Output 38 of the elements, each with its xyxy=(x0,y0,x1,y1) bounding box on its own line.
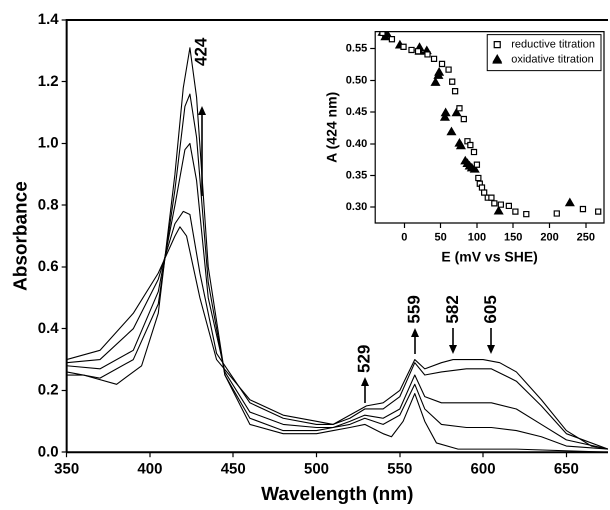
y-tick-label: 0.40 xyxy=(346,138,368,150)
y-tick-label: 1.0 xyxy=(38,134,59,152)
y-tick-label: 0.8 xyxy=(38,196,59,214)
annotation: 559 xyxy=(404,295,424,324)
legend-label: oxidative titration xyxy=(511,54,594,66)
y-axis-title: A (424 nm) xyxy=(323,92,340,163)
y-tick-label: 0.55 xyxy=(346,42,368,55)
x-tick-label: 400 xyxy=(137,460,162,478)
y-tick-label: 1.2 xyxy=(38,72,59,90)
x-axis-title: E (mV vs SHE) xyxy=(441,248,538,264)
x-tick-label: 0 xyxy=(401,232,408,244)
x-tick-label: 550 xyxy=(387,460,412,478)
y-tick-label: 0.30 xyxy=(346,201,368,214)
x-tick-label: 150 xyxy=(504,232,522,244)
x-tick-label: 350 xyxy=(54,460,80,478)
annotation: 529 xyxy=(354,344,374,373)
x-tick-label: 650 xyxy=(554,460,579,478)
x-tick-label: 50 xyxy=(434,232,447,244)
x-tick-label: 450 xyxy=(220,460,246,478)
y-tick-label: 0.4 xyxy=(38,320,60,337)
annotation: 582 xyxy=(442,295,462,324)
x-tick-label: 100 xyxy=(468,232,486,244)
y-tick-label: 0.6 xyxy=(38,258,59,276)
annotation: 424 xyxy=(192,37,211,66)
y-tick-label: 0.35 xyxy=(346,170,368,182)
x-axis-title: Wavelength (nm) xyxy=(261,484,414,505)
legend-label: reductive titration xyxy=(511,38,596,51)
x-tick-label: 500 xyxy=(304,460,330,478)
annotation: 605 xyxy=(481,295,500,324)
y-axis-title: Absorbance xyxy=(10,181,32,292)
y-tick-label: 0.2 xyxy=(38,382,59,399)
y-tick-label: 0.0 xyxy=(38,443,59,460)
y-tick-label: 1.4 xyxy=(38,11,60,28)
x-tick-label: 200 xyxy=(540,232,559,244)
y-tick-label: 0.50 xyxy=(346,74,368,86)
y-tick-label: 0.45 xyxy=(346,106,368,118)
x-tick-label: 600 xyxy=(470,460,496,478)
x-tick-label: 250 xyxy=(576,232,596,244)
